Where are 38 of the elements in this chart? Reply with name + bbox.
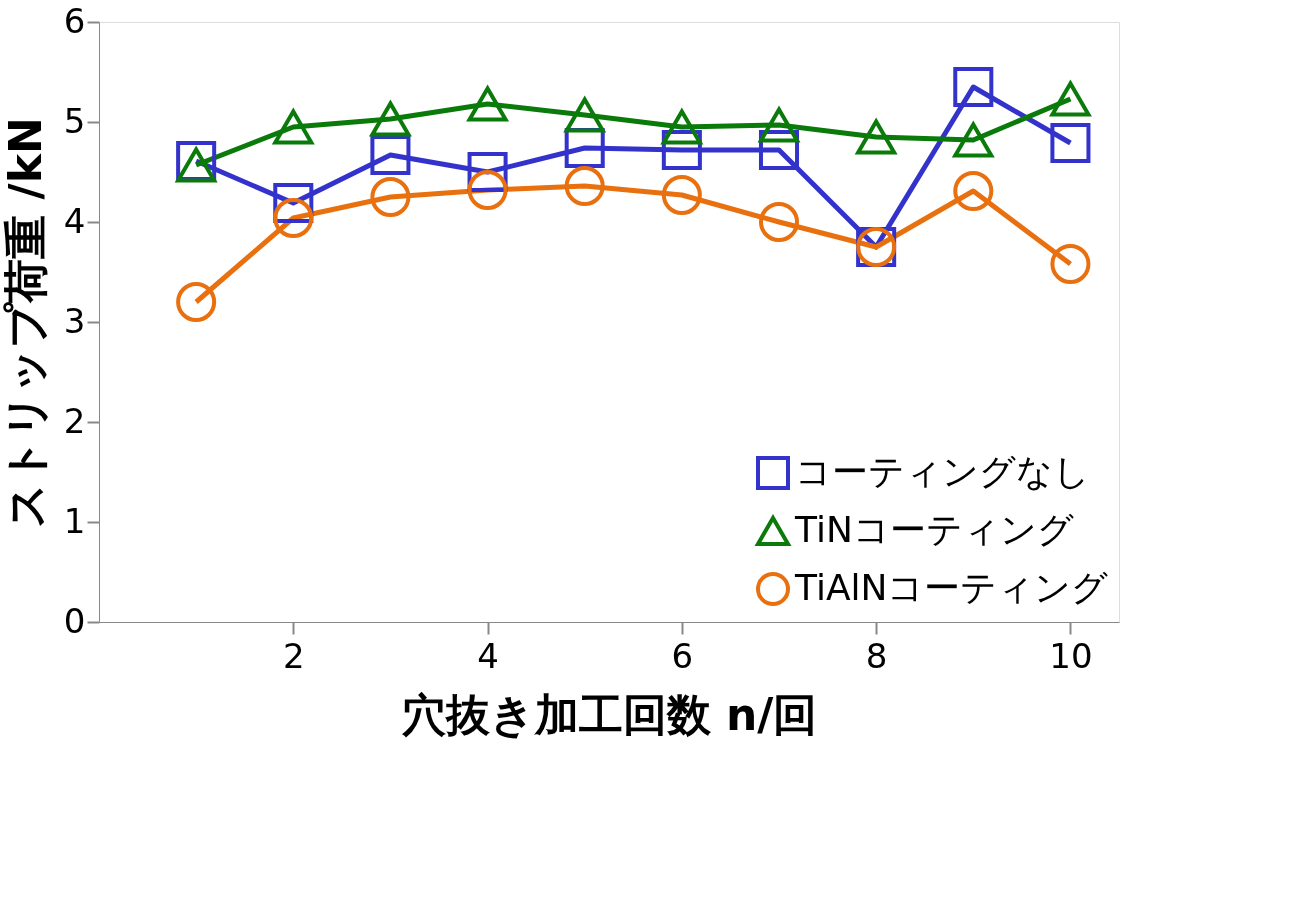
point [1050, 81, 1091, 117]
y-tick-label: 0 [63, 600, 86, 641]
legend-label: TiNコーティング [794, 509, 1074, 550]
point [370, 101, 411, 137]
y-tick-label: 1 [63, 500, 86, 541]
y-tick-label: 5 [63, 100, 86, 141]
point [953, 122, 994, 158]
y-axis-title: ストリップ荷重 /kN [0, 117, 51, 528]
point [661, 175, 702, 215]
point [467, 86, 508, 122]
point [1050, 244, 1091, 284]
x-tick-label: 2 [282, 635, 305, 676]
x-tick-label: 8 [865, 635, 888, 676]
x-axis-title: 穴抜き加工回数 n/回 [400, 688, 818, 740]
legend-label: TiAlNコーティング [794, 567, 1109, 608]
point [1050, 122, 1091, 164]
y-tick-label: 4 [63, 200, 86, 241]
x-tick-label: 4 [477, 635, 499, 676]
x-tick-label: 6 [671, 635, 694, 676]
legend-label: コーティングなし [795, 451, 1090, 492]
point [661, 109, 702, 145]
point [953, 171, 994, 211]
x-tick-label: 10 [1049, 635, 1093, 676]
point [176, 147, 217, 183]
point [273, 109, 314, 145]
point [758, 202, 800, 242]
y-tick-label: 3 [63, 300, 86, 341]
point [273, 198, 314, 238]
point [370, 177, 411, 217]
point [564, 97, 605, 133]
point [758, 107, 800, 143]
y-tick-label: 2 [63, 400, 86, 441]
point [176, 282, 217, 322]
y-tick-label: 6 [63, 0, 86, 41]
point [467, 170, 508, 210]
point [953, 66, 994, 108]
point [856, 119, 897, 155]
point [564, 166, 605, 206]
